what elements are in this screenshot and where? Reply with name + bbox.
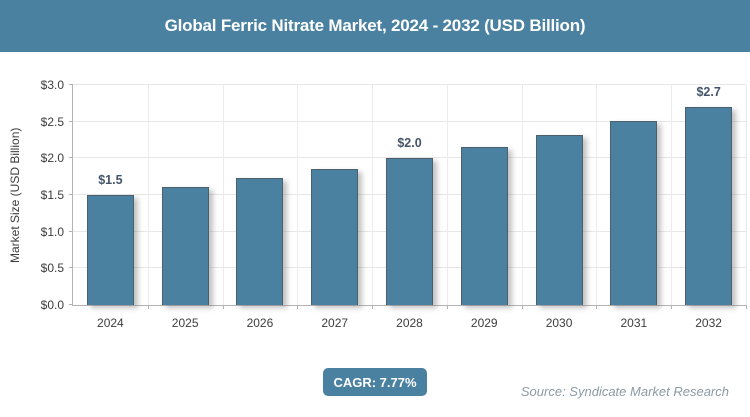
x-tick-label-2026: 2026 [246, 316, 274, 330]
source-credit: Source: Syndicate Market Research [520, 384, 729, 399]
y-axis-tick [69, 304, 73, 305]
x-axis-tick [746, 305, 747, 309]
y-axis-tick [69, 267, 73, 269]
bar-value-label-2028: $2.0 [397, 136, 422, 151]
bar-2028 [386, 158, 433, 305]
y-tick-label: $0.0 [40, 298, 64, 312]
y-axis-tick [69, 120, 73, 122]
x-tick-label-2029: 2029 [470, 316, 498, 330]
gridline-vertical [147, 85, 149, 305]
x-tick-label-2025: 2025 [171, 316, 199, 330]
y-tick-label: $2.0 [40, 151, 64, 166]
x-axis-tick [521, 305, 523, 309]
gridline-vertical [746, 85, 747, 305]
gridline-horizontal [73, 84, 746, 85]
x-tick-label-2031: 2031 [620, 316, 648, 330]
bar-2024 [86, 195, 134, 305]
x-tick-label-2024: 2024 [97, 316, 124, 330]
gridline-vertical [521, 85, 523, 305]
bar-2030 [535, 134, 583, 305]
gridline-horizontal [73, 157, 746, 159]
bar-2025 [161, 186, 209, 305]
x-tick-label-2027: 2027 [321, 316, 349, 330]
gridline-vertical [372, 85, 374, 305]
y-tick-label: $3.0 [40, 78, 64, 92]
y-tick-label: $2.5 [40, 114, 64, 129]
bar-value-label-2032: $2.7 [696, 85, 721, 99]
gridline-vertical [222, 85, 224, 305]
bar-2026 [236, 178, 284, 305]
x-axis-tick [596, 305, 598, 309]
x-axis-tick [297, 305, 299, 309]
y-axis-tick [69, 157, 73, 159]
x-axis-tick [147, 305, 149, 309]
x-axis-tick [222, 305, 224, 309]
gridline-horizontal [73, 120, 746, 122]
x-axis-tick [372, 305, 374, 309]
x-tick-label-2030: 2030 [545, 316, 573, 330]
x-axis-tick [671, 305, 673, 309]
bar-2031 [610, 120, 658, 305]
y-tick-label: $1.5 [40, 188, 64, 202]
bar-2029 [460, 146, 508, 305]
y-axis-title: Market Size (USD Billion) [8, 127, 22, 263]
chart-title: Global Ferric Nitrate Market, 2024 - 203… [164, 16, 586, 35]
y-axis-tick [69, 194, 73, 195]
y-axis-tick [69, 84, 73, 85]
bar-2032 [685, 107, 733, 305]
gridline-vertical [596, 85, 598, 305]
bar-value-label-2024: $1.5 [98, 173, 123, 187]
gridline-vertical [297, 85, 299, 305]
y-tick-label: $0.5 [40, 261, 64, 276]
gridline-vertical [446, 85, 448, 305]
plot-area: $0.0 $0.5 $1.0 $1.5 $2.0 $2.5 $3.0 $1.5 2024 2025… [41, 78, 747, 330]
y-tick-label: $1.0 [40, 224, 64, 239]
x-tick-label-2028: 2028 [396, 316, 423, 330]
gridline-vertical [671, 85, 673, 305]
bar-2027 [311, 168, 359, 305]
chart-title-banner: Global Ferric Nitrate Market, 2024 - 203… [0, 0, 750, 52]
cagr-badge: CAGR: 7.77% [323, 368, 427, 396]
x-tick-label-2032: 2032 [695, 316, 722, 330]
x-axis-tick [446, 305, 448, 309]
y-axis-tick [69, 230, 73, 232]
